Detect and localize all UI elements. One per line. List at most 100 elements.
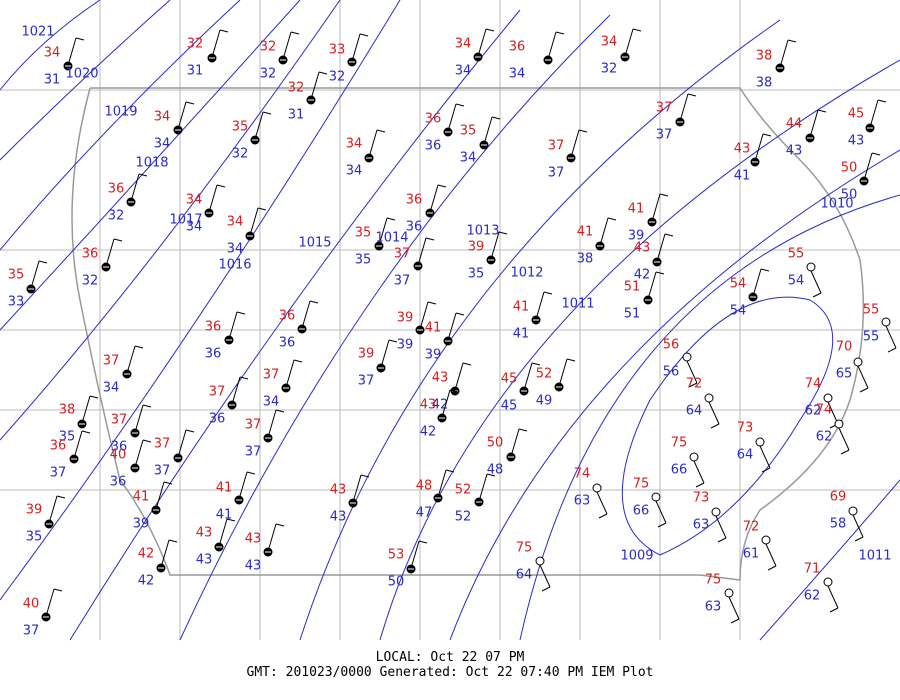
wind-barb xyxy=(755,133,764,159)
temperature: 54 xyxy=(730,277,747,292)
wind-barb xyxy=(209,184,218,210)
wind-barb xyxy=(219,518,228,544)
wind-barb xyxy=(46,588,55,614)
station-marker xyxy=(761,535,771,545)
wind-barb xyxy=(49,495,58,521)
wind-barb xyxy=(664,233,674,237)
wind-barb xyxy=(216,184,226,188)
wind-barb xyxy=(688,382,698,388)
temperature: 40 xyxy=(110,448,127,463)
temperature: 39 xyxy=(358,347,375,362)
temperature: 34 xyxy=(44,46,61,61)
temperature: 36 xyxy=(406,193,423,208)
dewpoint: 50 xyxy=(841,188,858,203)
temperature: 35 xyxy=(355,226,372,241)
station-marker xyxy=(806,262,816,272)
temperature: 52 xyxy=(536,367,553,382)
temperature: 71 xyxy=(804,562,821,577)
station-marker xyxy=(823,393,833,403)
isobars xyxy=(0,0,900,641)
wind-barb xyxy=(268,523,277,549)
wind-barb xyxy=(498,231,508,235)
wind-barb xyxy=(449,389,459,393)
dewpoint: 32 xyxy=(260,67,277,82)
wind-barb xyxy=(257,207,267,211)
dewpoint: 34 xyxy=(455,64,472,79)
wind-barb xyxy=(539,564,551,588)
dewpoint: 58 xyxy=(830,517,847,532)
temperature: 40 xyxy=(23,597,40,612)
dewpoint: 37 xyxy=(154,464,171,479)
wind-barb xyxy=(827,401,839,425)
station-marker xyxy=(711,507,721,517)
wind-barb xyxy=(548,31,557,57)
dewpoint: 47 xyxy=(416,506,433,521)
wind-barb xyxy=(360,474,370,478)
station-marker xyxy=(834,419,844,429)
wind-barb xyxy=(686,360,698,384)
wind-barb xyxy=(427,301,437,305)
isobar-label: 1017 xyxy=(169,213,202,228)
borders xyxy=(0,0,900,640)
temperature: 56 xyxy=(663,338,680,353)
wind-barb xyxy=(812,292,822,298)
wind-barb xyxy=(293,359,303,363)
wind-barb xyxy=(780,39,789,65)
temperature: 37 xyxy=(245,418,262,433)
temperature: 36 xyxy=(108,182,125,197)
station-marker xyxy=(755,437,765,447)
wind-barb xyxy=(163,481,173,485)
dewpoint: 36 xyxy=(209,412,226,427)
wind-barb xyxy=(168,539,178,543)
dewpoint: 37 xyxy=(394,274,411,289)
dewpoint: 34 xyxy=(263,395,280,410)
temperature: 74 xyxy=(574,467,591,482)
dewpoint: 63 xyxy=(574,494,591,509)
temperature: 45 xyxy=(848,107,865,122)
wind-barb xyxy=(877,99,887,103)
temperature: 43 xyxy=(196,526,213,541)
dewpoint: 36 xyxy=(279,336,296,351)
wind-barb xyxy=(524,362,533,388)
temperature: 36 xyxy=(50,439,67,454)
wind-barb xyxy=(275,409,285,413)
dewpoint: 34 xyxy=(103,381,120,396)
station-marker xyxy=(823,577,833,587)
temperature: 41 xyxy=(425,321,442,336)
wind-barb xyxy=(680,93,689,119)
wind-barb xyxy=(286,359,295,385)
temperature: 37 xyxy=(548,139,565,154)
temperature: 37 xyxy=(154,437,171,452)
dewpoint: 32 xyxy=(108,209,125,224)
wind-barb xyxy=(655,500,667,524)
wind-barb xyxy=(275,523,285,527)
dewpoint: 39 xyxy=(397,338,414,353)
dewpoint: 56 xyxy=(663,365,680,380)
temperature: 32 xyxy=(260,40,277,55)
wind-barb xyxy=(442,389,451,415)
wind-barb xyxy=(318,71,328,75)
temperature: 37 xyxy=(656,101,673,116)
wind-barb xyxy=(448,312,457,338)
wind-barb xyxy=(425,237,435,241)
wind-barb xyxy=(353,474,362,500)
station-marker xyxy=(724,588,734,598)
dewpoint: 62 xyxy=(816,430,833,445)
wind-barb xyxy=(759,445,771,469)
dewpoint: 43 xyxy=(330,510,347,525)
wind-barb xyxy=(229,311,238,337)
dewpoint: 37 xyxy=(23,624,40,639)
dewpoint: 62 xyxy=(805,404,822,419)
wind-barb xyxy=(262,111,272,115)
isobar-label: 1014 xyxy=(375,231,408,246)
temperature: 43 xyxy=(420,398,437,413)
station-marker xyxy=(881,317,891,327)
temperature: 34 xyxy=(186,193,203,208)
temperature: 34 xyxy=(227,215,244,230)
wind-barb xyxy=(381,339,390,365)
wind-barb xyxy=(290,31,300,35)
dewpoint: 50 xyxy=(388,575,405,590)
dewpoint: 41 xyxy=(216,508,233,523)
dewpoint: 34 xyxy=(346,164,363,179)
temperature: 72 xyxy=(686,377,703,392)
